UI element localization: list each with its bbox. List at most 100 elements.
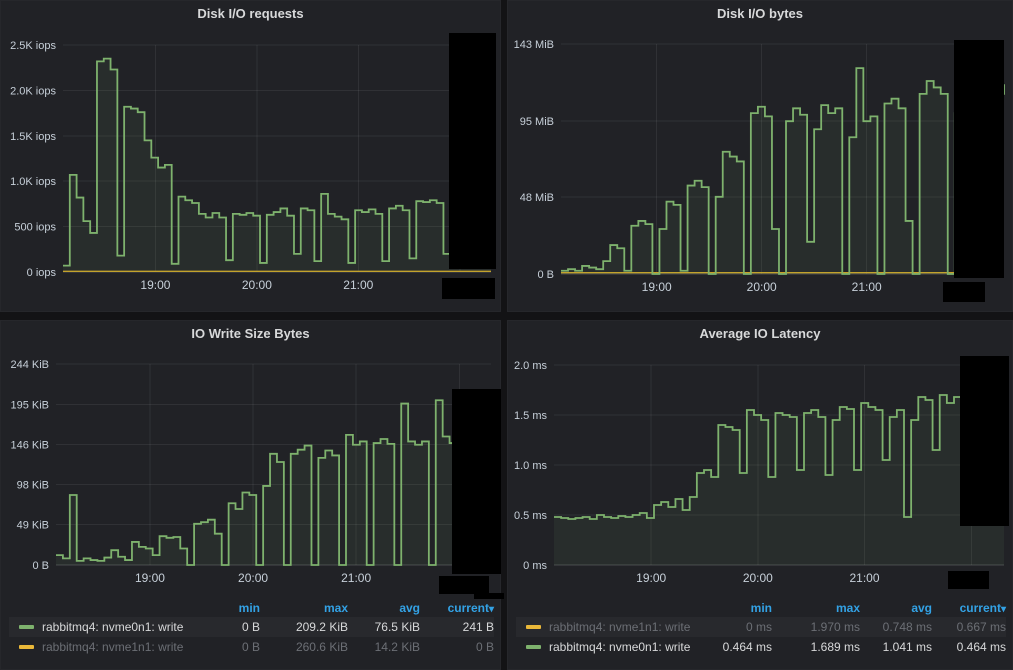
redaction-box bbox=[954, 40, 1004, 278]
x-axis-tick-label: 19:00 bbox=[642, 280, 672, 294]
legend-value-avg: 14.2 KiB bbox=[374, 640, 420, 654]
x-axis-tick-label: 21:00 bbox=[849, 571, 879, 585]
average-io-latency-legend: min max avg current▾ rabbitmq4: nvme1n1: wri… bbox=[508, 597, 1012, 669]
legend-value-avg: 76.5 KiB bbox=[374, 620, 420, 634]
y-axis-tick-label: 0 B bbox=[32, 560, 49, 572]
panel-io-write-size-bytes: IO Write Size Bytes 244 KiB 195 KiB 146 Ki… bbox=[0, 320, 504, 670]
series-color-swatch bbox=[526, 625, 541, 629]
legend-row: rabbitmq4: nvme0n1: write 0 B 209.2 KiB 76.… bbox=[9, 617, 494, 637]
x-axis-tick-label: 21:00 bbox=[343, 278, 373, 292]
x-axis-tick-label: 20:00 bbox=[242, 278, 272, 292]
disk-io-bytes-chart-plot[interactable]: 143 MiB 95 MiB 48 MiB 0 B 19:00 20:00 21:00 bbox=[508, 27, 1012, 311]
y-axis-tick-label: 195 KiB bbox=[10, 399, 49, 411]
y-axis-tick-label: 0 iops bbox=[27, 267, 57, 279]
redaction-box bbox=[960, 356, 1009, 526]
legend-series-label[interactable]: rabbitmq4: nvme0n1: write bbox=[42, 620, 184, 634]
y-axis-tick-label: 0 ms bbox=[523, 560, 547, 572]
io-write-size-bytes-chart-plot[interactable]: 244 KiB 195 KiB 146 KiB 98 KiB 49 KiB 0 B 19:0… bbox=[1, 347, 500, 597]
y-axis-tick-label: 1.5K iops bbox=[10, 131, 56, 143]
legend-row: rabbitmq4: nvme1n1: write 0 B 260.6 KiB 14.… bbox=[9, 637, 494, 657]
y-axis-tick-label: 95 MiB bbox=[520, 116, 554, 128]
redaction-box bbox=[439, 576, 489, 594]
y-axis-tick-label: 2.5K iops bbox=[10, 40, 56, 52]
x-axis-tick-label: 20:00 bbox=[747, 280, 777, 294]
redaction-box bbox=[948, 571, 989, 589]
legend-header-current[interactable]: current▾ bbox=[447, 601, 494, 615]
legend-row: rabbitmq4: nvme1n1: write 0 ms 1.970 ms 0.7… bbox=[516, 617, 1006, 637]
legend-header-min[interactable]: min bbox=[750, 601, 772, 615]
series-line bbox=[56, 389, 492, 566]
legend-series-label[interactable]: rabbitmq4: nvme1n1: write bbox=[549, 620, 691, 634]
legend-header-avg[interactable]: avg bbox=[911, 601, 932, 615]
legend-value-avg: 1.041 ms bbox=[882, 640, 932, 654]
legend-value-current: 0.667 ms bbox=[956, 620, 1006, 634]
panel-disk-io-requests: Disk I/O requests 2.5K iops 2.0K iops 1.5K… bbox=[0, 0, 501, 312]
y-axis-tick-label: 49 KiB bbox=[17, 520, 49, 532]
series-line bbox=[554, 392, 1004, 520]
x-axis-tick-label: 21:00 bbox=[852, 280, 882, 294]
series-color-swatch bbox=[19, 625, 34, 629]
io-write-size-bytes-legend: min max avg current▾ rabbitmq4: nvme0n1: wri… bbox=[1, 597, 500, 669]
legend-value-min: 0 B bbox=[241, 620, 260, 634]
y-axis-tick-label: 48 MiB bbox=[520, 192, 554, 204]
legend-value-min: 0 ms bbox=[745, 620, 772, 634]
legend-series-label[interactable]: rabbitmq4: nvme0n1: write bbox=[549, 640, 691, 654]
redaction-box bbox=[452, 389, 501, 574]
redaction-box bbox=[442, 278, 495, 299]
series-area-fill bbox=[554, 393, 1004, 565]
series-color-swatch bbox=[19, 645, 34, 649]
legend-value-current: 0 B bbox=[475, 640, 494, 654]
x-axis-tick-label: 19:00 bbox=[140, 278, 170, 292]
legend-value-max: 260.6 KiB bbox=[295, 640, 348, 654]
series-color-swatch bbox=[526, 645, 541, 649]
legend-value-min: 0.464 ms bbox=[722, 640, 772, 654]
legend-value-min: 0 B bbox=[241, 640, 260, 654]
average-io-latency-chart-plot[interactable]: 2.0 ms 1.5 ms 1.0 ms 0.5 ms 0 ms 19:00 20:00 21… bbox=[508, 347, 1012, 597]
y-axis-tick-label: 500 iops bbox=[14, 222, 56, 234]
legend-header-min[interactable]: min bbox=[238, 601, 260, 615]
legend-value-max: 209.2 KiB bbox=[295, 620, 348, 634]
legend-series-label[interactable]: rabbitmq4: nvme1n1: write bbox=[42, 640, 184, 654]
legend-row: rabbitmq4: nvme0n1: write 0.464 ms 1.689 m… bbox=[516, 637, 1006, 657]
panel-title-average-io-latency[interactable]: Average IO Latency bbox=[699, 326, 821, 341]
y-axis-tick-label: 0.5 ms bbox=[514, 510, 548, 522]
y-axis-tick-label: 2.0K iops bbox=[10, 85, 56, 97]
legend-value-current: 241 B bbox=[462, 620, 494, 634]
y-axis-tick-label: 143 MiB bbox=[514, 39, 554, 51]
x-axis-tick-label: 20:00 bbox=[743, 571, 773, 585]
sort-caret-icon: ▾ bbox=[488, 604, 494, 615]
legend-header-avg[interactable]: avg bbox=[399, 601, 420, 615]
series-line bbox=[561, 67, 1005, 275]
y-axis-tick-label: 146 KiB bbox=[10, 440, 49, 452]
sort-caret-icon: ▾ bbox=[1000, 604, 1006, 615]
panel-disk-io-bytes: Disk I/O bytes 143 MiB 95 MiB 48 MiB 0 B 19:… bbox=[507, 0, 1013, 312]
legend-header-current[interactable]: current▾ bbox=[959, 601, 1006, 615]
series-area-fill bbox=[561, 68, 1004, 274]
y-axis-tick-label: 1.0K iops bbox=[10, 176, 56, 188]
legend-value-max: 1.689 ms bbox=[810, 640, 860, 654]
y-axis-tick-label: 2.0 ms bbox=[514, 360, 548, 372]
y-axis-tick-label: 1.5 ms bbox=[514, 410, 548, 422]
x-axis-tick-label: 19:00 bbox=[636, 571, 666, 585]
redaction-box bbox=[474, 593, 504, 599]
disk-io-requests-chart-plot[interactable]: 2.5K iops 2.0K iops 1.5K iops 1.0K iops 500 … bbox=[1, 27, 500, 311]
y-axis-tick-label: 1.0 ms bbox=[514, 460, 548, 472]
x-axis-tick-label: 21:00 bbox=[341, 571, 371, 585]
panel-title-disk-io-bytes[interactable]: Disk I/O bytes bbox=[717, 6, 803, 21]
legend-value-avg: 0.748 ms bbox=[882, 620, 932, 634]
redaction-box bbox=[449, 33, 496, 269]
y-axis-tick-label: 98 KiB bbox=[17, 479, 49, 491]
legend-header-max[interactable]: max bbox=[323, 601, 348, 615]
series-area-fill bbox=[56, 390, 491, 565]
panel-average-io-latency: Average IO Latency 2.0 ms 1.5 ms 1.0 ms 0.5… bbox=[507, 320, 1013, 670]
legend-value-current: 0.464 ms bbox=[956, 640, 1006, 654]
series-line bbox=[63, 57, 492, 267]
legend-header-max[interactable]: max bbox=[835, 601, 860, 615]
y-axis-tick-label: 0 B bbox=[537, 269, 554, 281]
x-axis-tick-label: 20:00 bbox=[238, 571, 268, 585]
series-area-fill bbox=[63, 58, 491, 273]
panel-title-io-write-size-bytes[interactable]: IO Write Size Bytes bbox=[191, 326, 310, 341]
panel-title-disk-io-requests[interactable]: Disk I/O requests bbox=[197, 6, 304, 21]
redaction-box bbox=[943, 282, 985, 302]
